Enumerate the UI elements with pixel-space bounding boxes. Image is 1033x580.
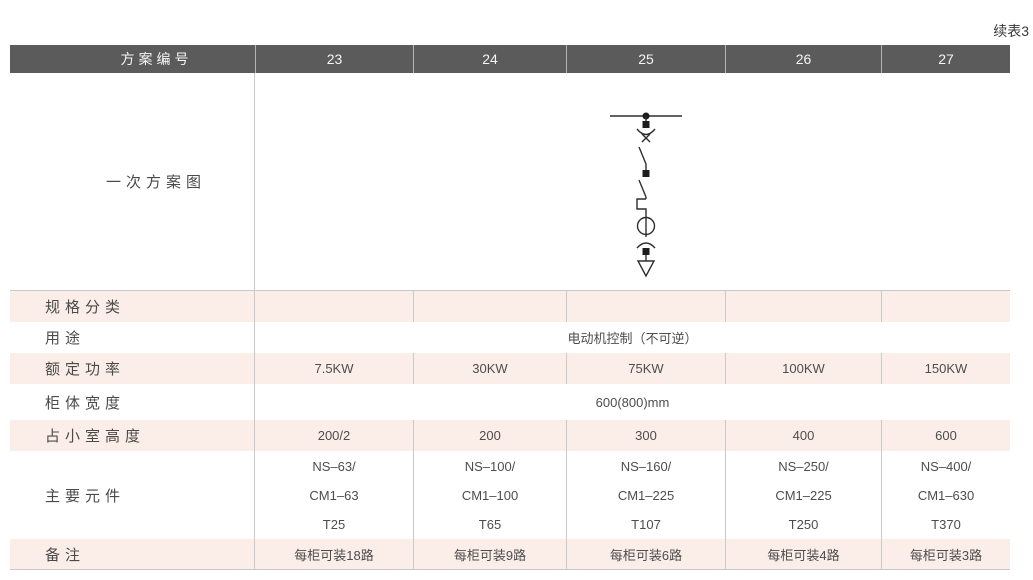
cell: 7.5KW bbox=[314, 361, 354, 376]
component-line: T370 bbox=[931, 516, 961, 532]
contactor-switch-icon bbox=[637, 179, 647, 199]
cell: 每柜可装18路 bbox=[294, 547, 374, 563]
row-label-height: 占小室高度 bbox=[10, 420, 255, 451]
table-row-width: 柜体宽度 600(800)mm bbox=[10, 384, 1010, 420]
single-line-diagram bbox=[609, 112, 682, 278]
scheme-table: 方案编号 23 24 25 26 27 一次方案图 bbox=[10, 45, 1010, 570]
component-line: CM1–100 bbox=[461, 487, 519, 503]
component-line: CM1–225 bbox=[617, 487, 675, 503]
cell: 每柜可装4路 bbox=[725, 539, 881, 569]
table-row-power: 额定功率 7.5KW 30KW 75KW 100KW 150KW bbox=[10, 353, 1010, 384]
contact-block bbox=[642, 170, 649, 177]
column-header-25: 25 bbox=[566, 45, 725, 73]
table-row-spec: 规格分类 bbox=[10, 291, 1010, 322]
component-line: T107 bbox=[631, 516, 661, 532]
cell: 200/2 bbox=[317, 428, 351, 443]
cell bbox=[255, 291, 413, 322]
cell bbox=[881, 291, 1010, 322]
row-label-components: 主要元件 bbox=[10, 451, 255, 539]
cell: NS–63/ CM1–63 T25 bbox=[255, 451, 413, 539]
cell: 200 bbox=[413, 420, 566, 451]
isolator-switch-icon bbox=[637, 146, 647, 170]
cell bbox=[566, 291, 725, 322]
table-row-usage: 用途 电动机控制（不可逆） bbox=[10, 322, 1010, 353]
cell: 100KW bbox=[725, 353, 881, 384]
drawout-contact-bottom-icon bbox=[635, 242, 656, 249]
load-triangle-icon bbox=[636, 260, 655, 278]
component-line: T25 bbox=[322, 516, 346, 532]
cell: 每柜可装9路 bbox=[413, 539, 566, 569]
contact-block bbox=[642, 248, 649, 255]
contact-block bbox=[642, 121, 649, 128]
component-line: NS–250/ bbox=[778, 458, 829, 474]
column-header-24: 24 bbox=[413, 45, 566, 73]
cell: 600 bbox=[881, 420, 1010, 451]
breaker-cross-icon bbox=[641, 133, 650, 143]
component-line: T250 bbox=[788, 516, 819, 532]
row-label-width: 柜体宽度 bbox=[10, 384, 255, 420]
cell bbox=[413, 291, 566, 322]
table-row-height: 占小室高度 200/2 200 300 400 600 bbox=[10, 420, 1010, 451]
diagram-row: 一次方案图 bbox=[10, 73, 1010, 290]
cell bbox=[725, 291, 881, 322]
component-line: CM1–63 bbox=[309, 487, 359, 503]
component-line: NS–63/ bbox=[312, 458, 356, 474]
column-header-26: 26 bbox=[725, 45, 881, 73]
row-label-spec: 规格分类 bbox=[10, 291, 255, 322]
table-body: 规格分类 用途 电动机控制（不可逆） 额定功率 7.5KW 30KW 75KW … bbox=[10, 290, 1010, 570]
cell: 400 bbox=[725, 420, 881, 451]
cell: 75KW bbox=[566, 353, 725, 384]
cell: 30KW bbox=[413, 353, 566, 384]
table-header-row: 方案编号 23 24 25 26 27 bbox=[10, 45, 1010, 73]
cell-usage-span: 电动机控制（不可逆） bbox=[567, 331, 698, 346]
column-header-27: 27 bbox=[881, 45, 1010, 73]
row-label-usage: 用途 bbox=[10, 322, 255, 353]
cell: NS–160/ CM1–225 T107 bbox=[566, 451, 725, 539]
row-label-notes: 备注 bbox=[10, 539, 255, 569]
header-scheme-number: 方案编号 bbox=[120, 51, 193, 67]
continued-table-label: 续表3 bbox=[993, 23, 1029, 39]
cell: NS–100/ CM1–100 T65 bbox=[413, 451, 566, 539]
thermal-relay-icon bbox=[635, 198, 647, 213]
table-row-components: 主要元件 NS–63/ CM1–63 T25 NS–100/ CM1–100 T… bbox=[10, 451, 1010, 539]
component-line: T65 bbox=[478, 516, 502, 532]
cell: 300 bbox=[566, 420, 725, 451]
component-line: NS–100/ bbox=[464, 458, 516, 474]
drawout-contact-top-icon bbox=[635, 128, 656, 136]
table-row-notes: 备注 每柜可装18路 每柜可装9路 每柜可装6路 每柜可装4路 每柜可装3路 bbox=[10, 539, 1010, 569]
diagram-cell bbox=[566, 73, 725, 290]
component-line: NS–400/ bbox=[920, 458, 972, 474]
column-header-23: 23 bbox=[255, 45, 413, 73]
cell-width-span: 600(800)mm bbox=[595, 394, 670, 410]
component-line: NS–160/ bbox=[620, 458, 672, 474]
cell: 每柜可装6路 bbox=[566, 539, 725, 569]
cell: NS–250/ CM1–225 T250 bbox=[725, 451, 881, 539]
cell: NS–400/ CM1–630 T370 bbox=[881, 451, 1010, 539]
row-label-power: 额定功率 bbox=[10, 353, 255, 384]
component-line: CM1–630 bbox=[917, 487, 975, 503]
cell: 每柜可装3路 bbox=[881, 539, 1010, 569]
component-line: CM1–225 bbox=[775, 487, 832, 503]
meter-circle-icon bbox=[636, 213, 655, 237]
cell: 150KW bbox=[881, 353, 1010, 384]
row-label-diagram: 一次方案图 bbox=[10, 73, 255, 290]
